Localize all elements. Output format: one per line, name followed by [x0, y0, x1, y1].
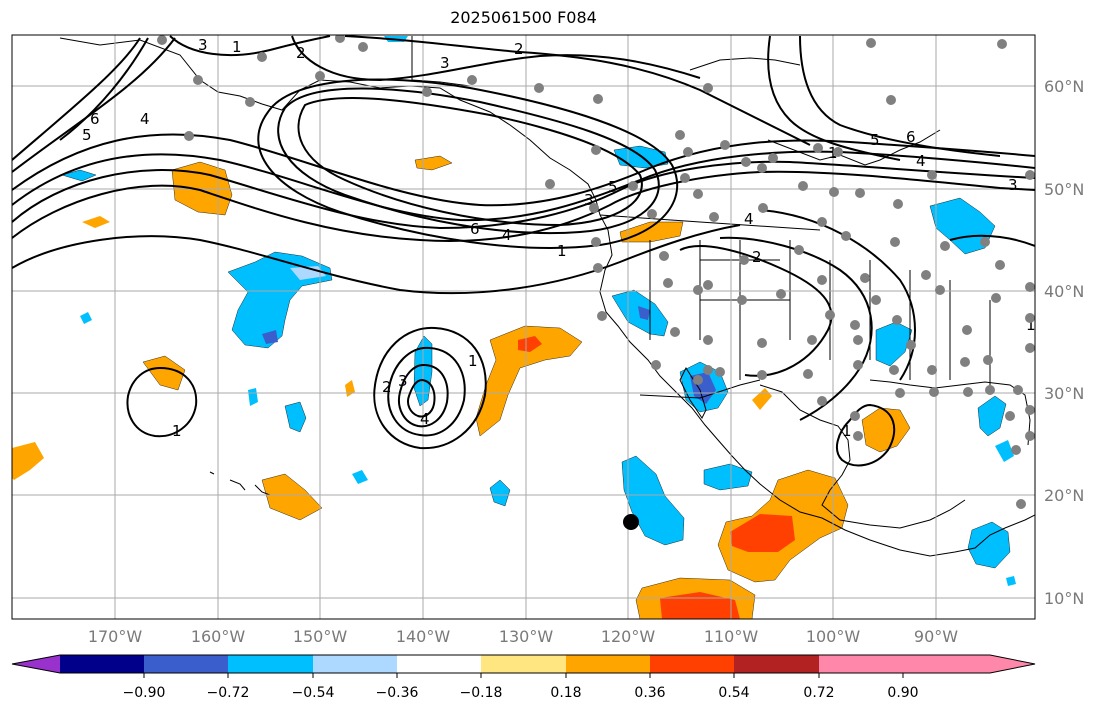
contour-label: 4	[420, 410, 430, 428]
contour-label: 3	[398, 372, 408, 390]
contour-label: 1	[468, 352, 478, 370]
blue-patch	[1006, 576, 1016, 586]
blue-patch	[284, 401, 307, 433]
contour-label: 3	[440, 54, 450, 72]
blue-patch	[638, 306, 650, 320]
blue-patch	[995, 440, 1014, 462]
station-dots	[157, 35, 1035, 509]
blue-patch	[262, 330, 278, 344]
blue-patch	[352, 470, 368, 484]
lon-label: 100°W	[806, 627, 861, 646]
contour-label: 5	[82, 126, 92, 144]
contour-label: 1	[828, 144, 838, 162]
contour-label: 3	[1008, 176, 1018, 194]
map-frame	[11, 34, 1036, 620]
map-title: 2025061500 F084	[450, 8, 597, 27]
colorbar-swatch	[481, 655, 566, 673]
contour-label: 3	[584, 191, 594, 209]
blue-patch	[703, 463, 753, 491]
lat-label: 40°N	[1044, 282, 1084, 301]
lon-label: 90°W	[914, 627, 958, 646]
red-patch	[518, 336, 542, 352]
blue-patch	[61, 169, 97, 182]
colorbar-swatch	[650, 655, 734, 673]
orange-patch	[414, 155, 453, 171]
storm-marker	[623, 514, 639, 530]
contour-label: 3	[198, 36, 208, 54]
blue-patch	[80, 312, 92, 324]
colorbar-swatch	[313, 655, 397, 673]
red-patch	[730, 514, 795, 552]
lon-label: 150°W	[293, 627, 348, 646]
orange-patch	[142, 355, 186, 391]
colorbar-swatch	[566, 655, 650, 673]
contour-label: 5	[608, 178, 618, 196]
lon-label: 130°W	[499, 627, 554, 646]
red-patch	[660, 592, 740, 619]
orange-patch	[12, 442, 44, 480]
colorbar-swatch	[734, 655, 819, 673]
orange-patch	[619, 221, 684, 243]
lon-label: 110°W	[704, 627, 759, 646]
contour-label: 2	[296, 44, 306, 62]
colorbar-extend-max	[903, 655, 1035, 673]
lon-label: 120°W	[601, 627, 656, 646]
orange-patch	[261, 473, 323, 521]
gridlines	[12, 35, 1035, 619]
contour-label: 5	[870, 131, 880, 149]
contour-label: 2	[514, 40, 524, 58]
colorbar-swatch	[144, 655, 228, 673]
contour-label: 2	[382, 378, 392, 396]
colorbar-swatch	[397, 655, 481, 673]
lat-label: 20°N	[1044, 486, 1084, 505]
lon-label: 140°W	[396, 627, 451, 646]
contour-label: 4	[744, 210, 754, 228]
colorbar-tick-label: −0.54	[292, 685, 335, 701]
colorbar-tick-label: 0.72	[803, 685, 834, 701]
orange-patch	[82, 216, 110, 228]
contour-label: 1	[1026, 316, 1036, 334]
contour-label: 6	[90, 110, 100, 128]
contour-label: 1	[232, 38, 242, 56]
colorbar-tick-label: 0.54	[718, 685, 749, 701]
contour-label: 4	[140, 110, 150, 128]
contour-label: 6	[906, 128, 916, 146]
contour-label: 4	[916, 152, 926, 170]
colorbar-tick-label: −0.90	[123, 685, 166, 701]
colorbar-tick-label: 0.36	[634, 685, 665, 701]
colorbar-extend-min	[12, 655, 60, 673]
longitude-labels: 170°W 160°W 150°W 140°W 130°W 120°W 110°…	[88, 627, 958, 646]
colorbar-swatch	[819, 655, 903, 673]
contour-label: 1	[172, 422, 182, 440]
contour-label: 1	[842, 422, 852, 440]
blue-patch	[621, 455, 685, 546]
lat-label: 10°N	[1044, 589, 1084, 608]
lat-label: 30°N	[1044, 384, 1084, 403]
contour-label: 4	[502, 226, 512, 244]
latitude-labels: 60°N 50°N 40°N 30°N 20°N 10°N	[1044, 77, 1084, 608]
orange-patch	[475, 325, 583, 437]
blue-patch	[977, 395, 1007, 437]
colorbar-tick-label: −0.18	[460, 685, 503, 701]
blue-patch	[967, 521, 1011, 569]
lon-label: 170°W	[88, 627, 143, 646]
colorbar-swatch	[228, 655, 313, 673]
colorbar-tick-label: 0.90	[887, 685, 918, 701]
contour-label: 6	[470, 220, 480, 238]
lon-label: 160°W	[191, 627, 246, 646]
colorbar-tick-label: −0.72	[207, 685, 250, 701]
colorbar-tick-label: −0.36	[376, 685, 419, 701]
colorbar: −0.90 −0.72 −0.54 −0.36 −0.18 0.18 0.36 …	[11, 654, 1036, 701]
lat-label: 50°N	[1044, 180, 1084, 199]
colorbar-tick-label: 0.18	[550, 685, 581, 701]
blue-patch	[929, 197, 996, 255]
contour-labels: 3 1 2 2 3 6 5 4 5 6 3 4 6 4 1 5 3 4 2 1 …	[82, 36, 1036, 440]
blue-patch	[489, 479, 511, 507]
contour-label: 2	[752, 248, 762, 266]
colorbar-swatch	[60, 655, 144, 673]
contour-label: 1	[557, 242, 567, 260]
lat-label: 60°N	[1044, 77, 1084, 96]
